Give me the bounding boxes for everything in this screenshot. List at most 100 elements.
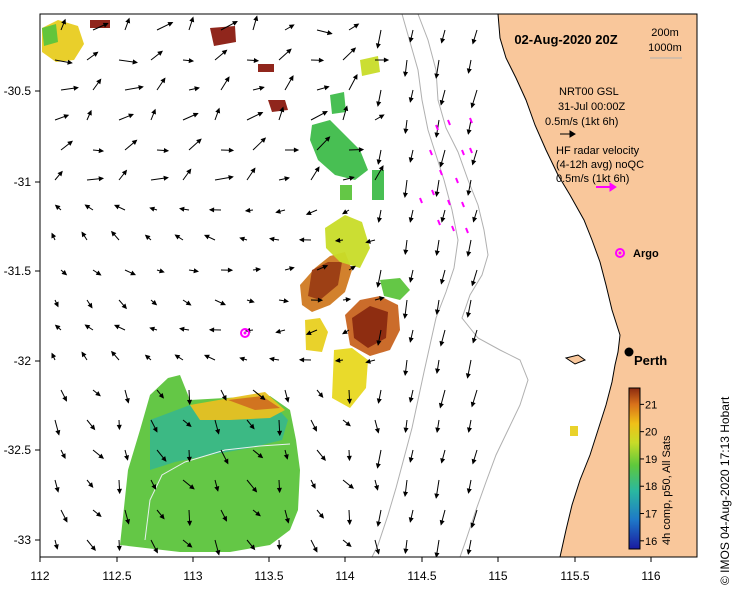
sst-patch	[325, 215, 370, 268]
current-vector-head	[374, 427, 380, 434]
current-vector-head	[95, 391, 101, 397]
colorbar-tick-label: 17	[645, 509, 657, 521]
current-vector-head	[408, 517, 414, 523]
radar-vector	[429, 149, 433, 156]
current-vector-head	[159, 268, 165, 274]
island	[564, 354, 587, 365]
current-vector-head	[149, 326, 155, 332]
current-vector-head	[121, 303, 127, 310]
current-vector-head	[244, 207, 251, 213]
current-vector-head	[439, 278, 445, 285]
current-vector-head	[440, 457, 446, 464]
current-vector-head	[376, 340, 382, 346]
current-vector-head	[98, 176, 105, 182]
current-vector-head	[346, 398, 352, 405]
x-tick-label: 115	[488, 569, 507, 583]
current-vector-head	[116, 424, 122, 431]
current-vector-head	[193, 268, 200, 274]
current-vector-head	[186, 456, 192, 463]
y-tick-label: -31	[14, 175, 32, 189]
current-vector-head	[124, 397, 130, 404]
current-vector-head	[466, 488, 472, 494]
current-vector-head	[159, 513, 165, 520]
y-tick-label: -31.5	[4, 264, 32, 278]
current-vector-head	[95, 270, 102, 276]
current-vector-head	[470, 102, 476, 109]
current-vector-head	[293, 147, 300, 153]
current-vector-head	[471, 337, 477, 344]
current-vector-head	[275, 208, 281, 214]
current-vector-head	[160, 77, 166, 84]
current-vector-head	[434, 132, 440, 138]
current-vector-head	[53, 301, 59, 308]
current-vector-head	[288, 75, 294, 81]
current-vector-head	[194, 86, 200, 92]
current-vector-head	[54, 324, 61, 331]
current-vector-head	[283, 454, 289, 460]
current-vector-head	[215, 428, 221, 435]
current-vector-head	[298, 237, 305, 243]
current-vector-head	[376, 282, 382, 288]
current-vector-head	[375, 43, 381, 49]
current-vector-head	[434, 191, 440, 197]
current-vector-head	[255, 267, 262, 273]
current-vector-head	[435, 427, 441, 433]
sst-patch	[380, 278, 410, 300]
current-vector-head	[334, 357, 341, 363]
current-vector-head	[227, 267, 234, 273]
radar-vector	[439, 169, 443, 176]
current-vector-head	[61, 18, 66, 25]
current-vector-head	[298, 357, 305, 363]
current-vector-head	[158, 392, 165, 399]
current-vector-head	[192, 112, 199, 118]
current-vector-head	[402, 313, 408, 320]
current-vector-head	[174, 354, 181, 360]
current-vector-head	[98, 148, 105, 154]
current-vector-head	[113, 324, 120, 330]
current-vector-head	[323, 85, 330, 91]
current-vector-head	[81, 231, 87, 238]
radar-legend-arrow	[596, 182, 617, 192]
current-vector-head	[55, 429, 61, 436]
current-vector-head	[345, 541, 352, 548]
colorbar-tick-label: 21	[645, 399, 657, 411]
sst-patch	[310, 120, 368, 180]
current-vector-head	[345, 421, 351, 427]
sst-patch	[570, 426, 578, 436]
current-vector-head	[124, 455, 129, 461]
current-vector-head	[471, 38, 477, 45]
x-tick-label: 114.5	[407, 569, 436, 583]
current-vector-head	[186, 542, 193, 548]
current-vector-head	[214, 486, 220, 492]
current-vector-head	[289, 266, 295, 272]
current-vector-head	[188, 58, 195, 64]
current-vector-head	[378, 114, 385, 120]
current-vector-head	[178, 206, 185, 212]
current-vector-head	[57, 170, 63, 177]
current-vector-head	[284, 517, 290, 524]
current-vector-head	[383, 57, 390, 63]
current-vector-head	[322, 264, 329, 270]
model-legend-line3: 0.5m/s (1kt 6h)	[545, 116, 618, 128]
model-legend-line1: NRT00 GSL	[559, 86, 619, 98]
radar-vector	[461, 201, 465, 208]
current-vector-head	[353, 23, 360, 29]
current-vector-head	[102, 22, 109, 28]
current-vector-head	[440, 37, 446, 44]
city-label-perth: Perth	[634, 353, 667, 368]
current-vector-head	[196, 138, 202, 144]
current-vector-head	[228, 147, 235, 153]
current-vector-head	[467, 427, 472, 433]
current-vector-head	[259, 394, 266, 401]
current-vector-head	[167, 22, 174, 27]
current-vector-head	[279, 106, 285, 113]
current-vector-head	[257, 452, 264, 459]
current-vector-head	[113, 204, 120, 210]
current-vector-head	[343, 105, 349, 112]
radar-legend-line1: HF radar velocity	[556, 145, 640, 157]
depth-legend-1000m: 1000m	[648, 42, 682, 54]
current-vector-head	[186, 399, 193, 406]
current-vector-head	[260, 137, 267, 143]
current-vector-head	[257, 112, 264, 117]
current-vector-head	[130, 270, 137, 276]
